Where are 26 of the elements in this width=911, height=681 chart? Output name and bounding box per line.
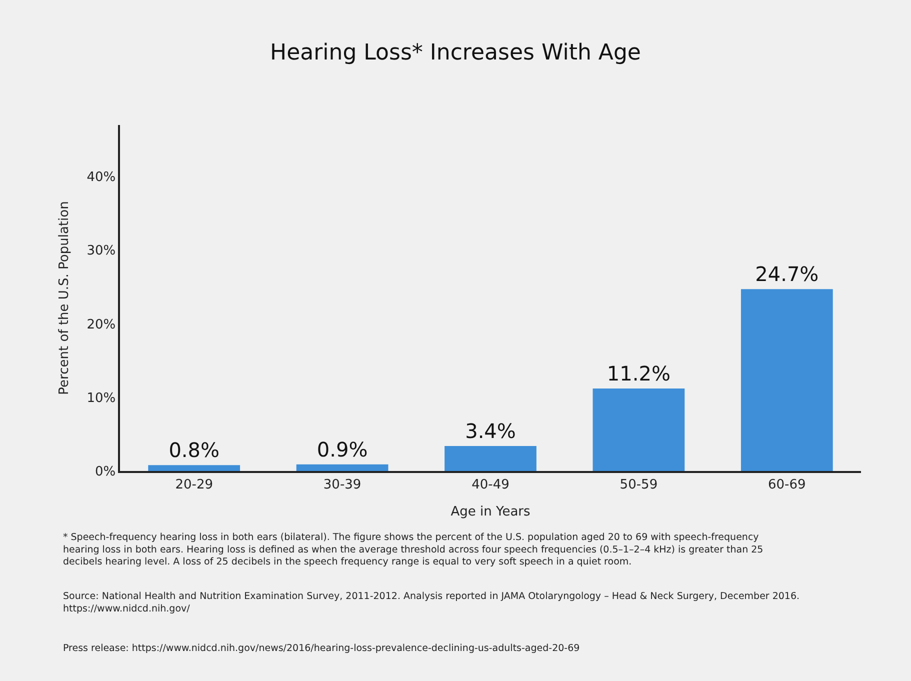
data-label: 3.4% (465, 418, 516, 443)
x-tick-label: 20-29 (175, 477, 213, 492)
bar (296, 464, 388, 471)
y-tick-label: 10% (86, 390, 116, 406)
data-label: 0.8% (168, 438, 220, 462)
y-tick-label: 20% (86, 317, 116, 332)
bar (740, 289, 833, 471)
x-tick-label: 30-39 (323, 477, 362, 492)
data-label: 11.2% (606, 362, 670, 386)
text: * Speech-frequency hearing loss in both ears (bilateral). The figure shows the percent of the U.S. population aged 20 to 69 with speech-frequency hearing loss in both ears. Hearing loss is defined as when the average threshold across four speech frequencies (0.5–1–2–4 kHz) is greater than 25 decibels hearing level. A loss of 25 decibels in the speech frequency range is equal to very soft speech in a quiet room. (63, 532, 764, 568)
x-axis-title: Age in Years (450, 504, 530, 520)
text: Press release: https://www.nidcd.nih.gov/news/2016/hearing-loss-prevalence-declining-us-adults-aged-20-69 (63, 643, 580, 654)
bar (444, 446, 536, 471)
y-axis-title: Percent of the U.S. Population (57, 201, 72, 395)
data-label: 24.7% (755, 262, 819, 286)
x-tick-label: 60-69 (768, 477, 806, 492)
x-tick-label: 50-59 (620, 477, 658, 492)
bar (148, 465, 240, 471)
y-tick-label: 0% (95, 464, 116, 480)
bar (592, 388, 685, 471)
chart-title: Hearing Loss* Increases With Age (270, 40, 641, 66)
x-tick-label: 40-49 (472, 477, 510, 492)
y-tick-label: 30% (86, 244, 116, 259)
source-note: Source: National Health and Nutrition Examination Survey, 2011-2012. Analysis reported in JAMA Otolaryngology – Head & Neck Surgery, December 2016. https://www.nidcd.nih.gov/ (63, 591, 800, 614)
data-label: 0.9% (316, 437, 368, 462)
y-tick-label: 40% (86, 170, 116, 186)
